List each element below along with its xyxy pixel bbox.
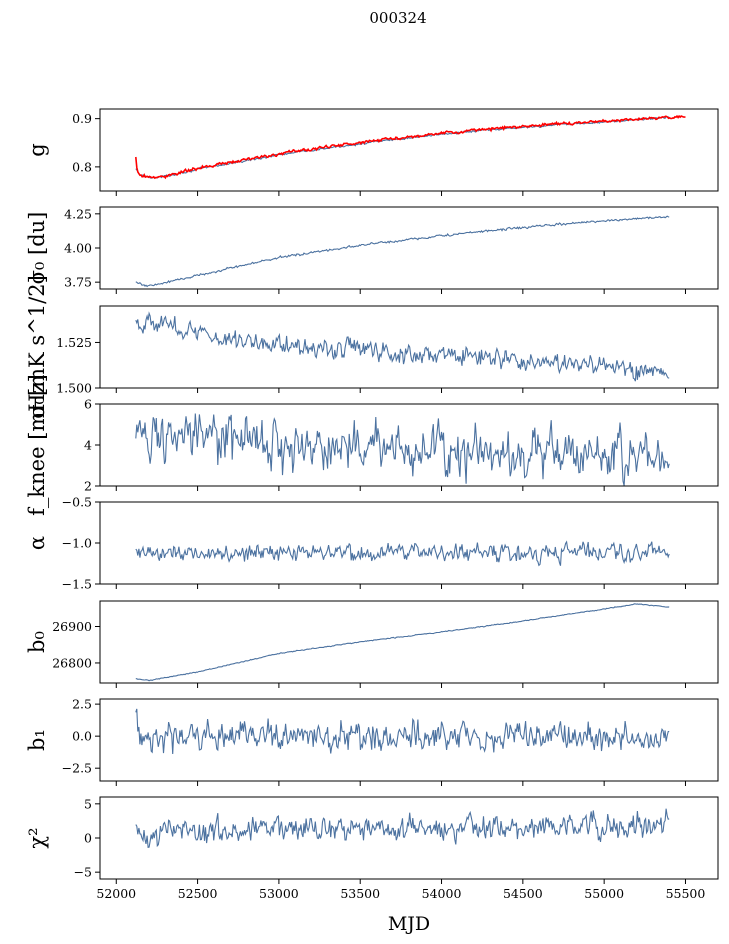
series-line-1-1 xyxy=(135,116,670,179)
y-tick-label: 0.0 xyxy=(72,729,92,744)
y-tick-label: 26800 xyxy=(52,655,92,670)
panel-frame xyxy=(99,698,719,782)
y-tick-label: 0.8 xyxy=(72,159,92,174)
x-tick-label: 53500 xyxy=(340,886,380,901)
y-axis-label: σ₀[mK s^1/2] xyxy=(25,275,49,419)
panel-4: 2 4 6 f_knee [mHz] xyxy=(25,374,719,516)
y-tick-label: 4.25 xyxy=(64,206,92,221)
series-line-4-1 xyxy=(135,413,670,486)
y-tick-label: 1.525 xyxy=(56,335,92,350)
y-tick-label: 2 xyxy=(84,479,92,494)
panel-frame xyxy=(99,501,719,585)
series-line-1-2 xyxy=(135,114,686,180)
series-line-2-1 xyxy=(135,215,670,288)
y-axis-label: χ² xyxy=(25,827,49,848)
panel-frame xyxy=(99,305,719,389)
y-axis-label: b₁ xyxy=(25,729,49,751)
panel-2: 3.75 4.00 4.25 σ₀ [du] xyxy=(25,206,719,294)
y-tick-label: −1.5 xyxy=(62,577,92,592)
panel-3: 1.500 1.525 σ₀[mK s^1/2] xyxy=(25,275,719,419)
y-tick-label: 4 xyxy=(84,438,92,453)
x-tick-label: 52500 xyxy=(178,886,218,901)
y-tick-label: 26900 xyxy=(52,619,92,634)
y-axis-label: g xyxy=(25,143,49,156)
x-tick-label: 55500 xyxy=(666,886,706,901)
x-tick-label: 55000 xyxy=(584,886,624,901)
x-axis-label: MJD xyxy=(388,913,430,935)
panel-7: −2.5 0.0 2.5 b₁ xyxy=(25,697,719,786)
y-tick-label: 0.9 xyxy=(72,111,92,126)
y-tick-label: 0 xyxy=(84,831,92,846)
y-axis-label: f_knee [mHz] xyxy=(25,374,49,516)
x-tick-label: 53000 xyxy=(259,886,299,901)
figure-title: 000324 xyxy=(369,9,426,27)
y-tick-label: −0.5 xyxy=(62,495,92,510)
panel-frame xyxy=(99,108,719,192)
y-tick-label: 2.5 xyxy=(72,697,92,712)
y-axis-label: α xyxy=(25,536,49,550)
panel-frame xyxy=(99,796,719,880)
y-tick-label: 6 xyxy=(84,397,92,412)
series-line-6-1 xyxy=(135,603,670,682)
panel-8: −5 0 5 52000 52500 53000 53500 54000 54500 55000 5… xyxy=(25,796,719,901)
panel-5: −1.5 −1.0 −0.5 α xyxy=(25,495,719,592)
y-tick-label: −2.5 xyxy=(62,761,92,776)
series-line-3-1 xyxy=(135,311,670,382)
panel-frame xyxy=(99,600,719,684)
y-tick-label: −5 xyxy=(74,865,92,880)
series-line-8-1 xyxy=(135,808,670,848)
panels: 0.8 0.9 g 3.75 4.00 4.25 σ₀ [du] 1.500 1.525 σ₀[m… xyxy=(25,108,719,901)
y-axis-label: b₀ xyxy=(25,631,49,653)
y-tick-label: −1.0 xyxy=(62,536,92,551)
y-tick-label: 1.500 xyxy=(56,381,92,396)
y-tick-label: 4.00 xyxy=(64,241,92,256)
series-line-7-1 xyxy=(135,708,670,755)
panel-1: 0.8 0.9 g xyxy=(25,108,719,196)
series-line-5-1 xyxy=(135,540,670,567)
y-tick-label: 5 xyxy=(84,796,92,811)
y-axis-label: σ₀ [du] xyxy=(25,212,49,285)
y-tick-label: 3.75 xyxy=(64,275,92,290)
x-tick-label: 54000 xyxy=(422,886,462,901)
x-tick-label: 54500 xyxy=(503,886,543,901)
x-tick-label: 52000 xyxy=(96,886,136,901)
